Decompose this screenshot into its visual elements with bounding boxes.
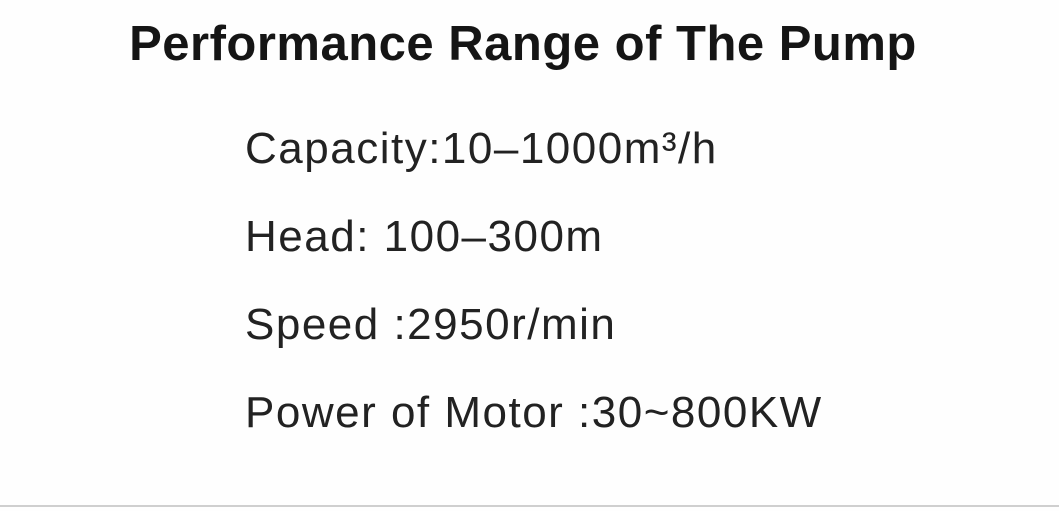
page-title: Performance Range of The Pump bbox=[129, 17, 917, 71]
spec-head: Head: 100–300m bbox=[245, 212, 604, 261]
spec-motor-power: Power of Motor :30~800KW bbox=[245, 388, 823, 437]
spec-capacity: Capacity:10–1000m³/h bbox=[245, 124, 718, 173]
spec-speed: Speed :2950r/min bbox=[245, 300, 617, 349]
divider bbox=[0, 505, 1059, 507]
